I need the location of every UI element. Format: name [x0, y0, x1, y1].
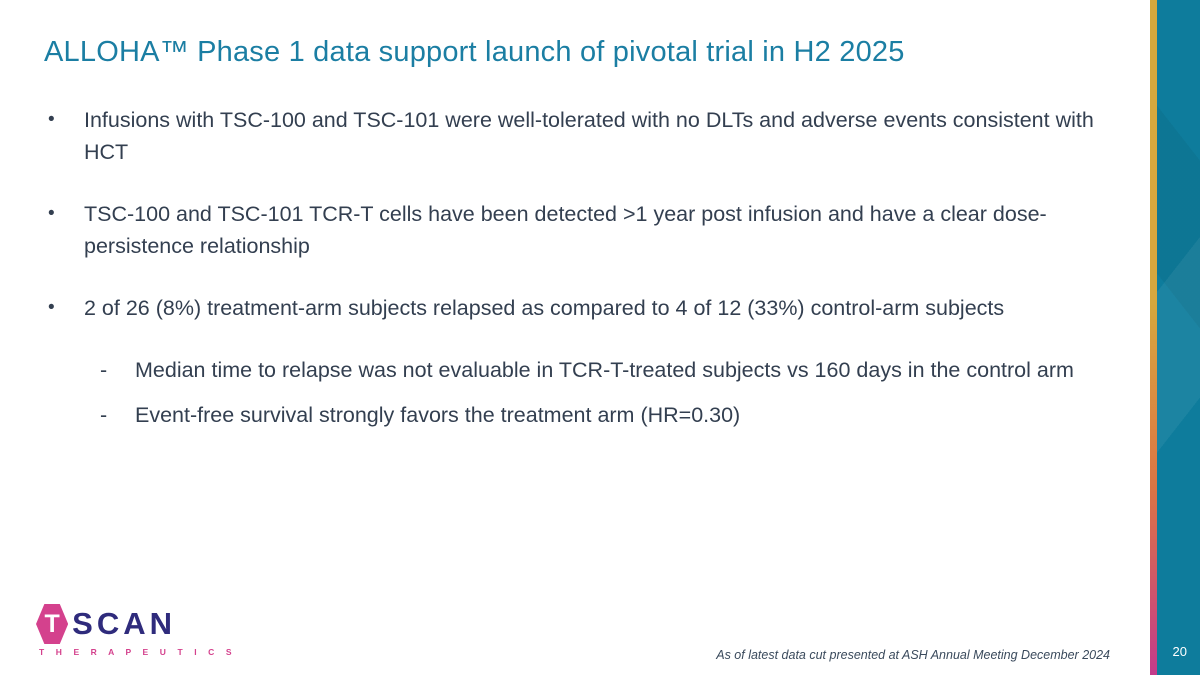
bullet-item-2: • TSC-100 and TSC-101 TCR-T cells have b…	[44, 198, 1140, 262]
bullet-text: 2 of 26 (8%) treatment-arm subjects rela…	[84, 296, 1005, 320]
edge-teal-bar: 20	[1157, 0, 1200, 675]
bullet-marker: •	[48, 297, 55, 318]
edge-gradient-strip	[1150, 0, 1157, 675]
sub-bullet-marker: -	[100, 358, 108, 382]
slide-body: • Infusions with TSC-100 and TSC-101 wer…	[44, 104, 1140, 444]
bullet-marker: •	[48, 109, 55, 130]
tscan-hexagon-icon: T	[36, 604, 69, 644]
bullet-text: TSC-100 and TSC-101 TCR-T cells have bee…	[84, 202, 1047, 258]
bullet-text: Infusions with TSC-100 and TSC-101 were …	[84, 108, 1094, 164]
sub-bullet-item-1: - Median time to relapse was not evaluab…	[100, 354, 1140, 386]
footer-source-note: As of latest data cut presented at ASH A…	[716, 648, 1110, 662]
tscan-logo-subtitle: T H E R A P E U T I C S	[39, 647, 237, 657]
tscan-logo-name: SCAN	[72, 606, 176, 641]
sub-bullet-item-2: - Event-free survival strongly favors th…	[100, 399, 1140, 431]
bullet-marker: •	[48, 203, 55, 224]
bullet-item-3: • 2 of 26 (8%) treatment-arm subjects re…	[44, 292, 1140, 324]
tscan-logo-row: T SCAN	[36, 604, 176, 644]
tscan-logo: T SCAN T H E R A P E U T I C S	[36, 604, 237, 657]
sub-bullet-text: Event-free survival strongly favors the …	[135, 403, 741, 427]
page-number: 20	[1172, 644, 1187, 659]
sub-bullet-marker: -	[100, 403, 108, 427]
bullet-item-1: • Infusions with TSC-100 and TSC-101 wer…	[44, 104, 1140, 168]
sub-bullet-text: Median time to relapse was not evaluable…	[135, 358, 1074, 382]
sub-bullet-group: - Median time to relapse was not evaluab…	[100, 354, 1140, 431]
slide-title: ALLOHA™ Phase 1 data support launch of p…	[44, 36, 905, 68]
